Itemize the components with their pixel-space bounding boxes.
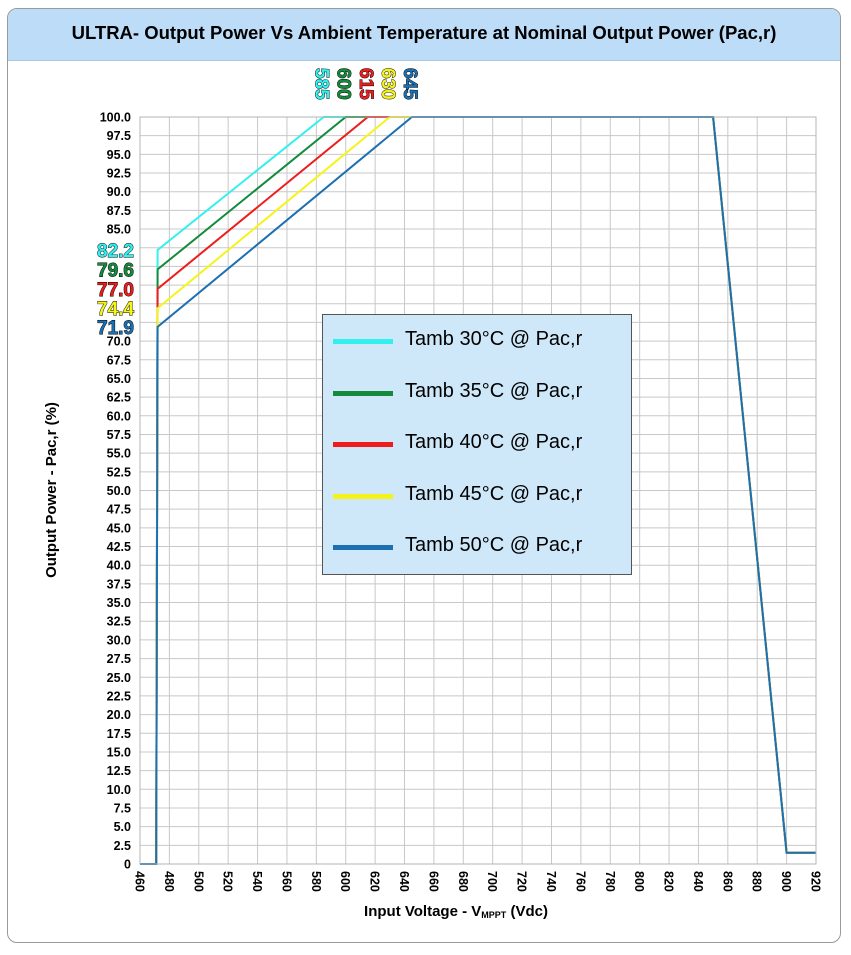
y-tick-label: 52.5	[107, 465, 131, 479]
y-tick-label: 32.5	[107, 615, 131, 629]
y-tick-label: 85.0	[107, 223, 131, 237]
y-tick-label: 97.5	[107, 129, 131, 143]
y-tick-label: 92.5	[107, 167, 131, 181]
legend-label: Tamb 50°C @ Pac,r	[405, 534, 583, 556]
x-tick-label: 900	[779, 871, 793, 892]
y-axis-title: Output Power - Pac,r (%)	[43, 402, 60, 578]
x-tick-label: 820	[662, 871, 676, 892]
x-tick-label: 840	[691, 871, 705, 892]
y-tick-label: 35.0	[107, 596, 131, 610]
value-callouts: 82.279.677.074.471.9 585 600 615 630 645	[97, 68, 421, 340]
y-tick-label: 55.0	[107, 447, 131, 461]
legend-swatch	[333, 493, 393, 499]
x-tick-label: 920	[809, 871, 823, 892]
legend-label: Tamb 35°C @ Pac,r	[405, 379, 583, 402]
x-tick-label: 860	[720, 871, 734, 892]
x-tick-label: 460	[133, 871, 147, 892]
legend-swatch	[333, 442, 393, 447]
x-tick-label: 660	[426, 871, 440, 892]
y-tick-label: 5.0	[114, 820, 131, 834]
y-tick-label: 50.0	[107, 484, 131, 498]
x-tick-label: 480	[162, 871, 176, 892]
legend-item: Tamb 50°C @ Pac,r	[323, 528, 631, 568]
x-axis-title-main: Input Voltage - V	[364, 903, 481, 920]
y-tick-label: 25.0	[107, 671, 131, 685]
x-tick-label: 560	[279, 871, 293, 892]
y-tick-label: 12.5	[107, 764, 131, 778]
legend-item: Tamb 40°C @ Pac,r	[323, 425, 631, 465]
x-tick-label: 760	[573, 871, 587, 892]
y-tick-label: 15.0	[107, 745, 131, 759]
x-callout-label: 600	[333, 68, 354, 100]
legend-swatch	[333, 339, 393, 344]
legend-swatch	[333, 390, 393, 396]
legend-label: Tamb 30°C @ Pac,r	[405, 328, 583, 350]
x-tick-label: 540	[250, 871, 264, 892]
x-tick-label: 500	[191, 871, 205, 892]
legend: Tamb 30°C @ Pac,r Tamb 35°C @ Pac,r Tamb 4…	[322, 314, 632, 575]
y-tick-label: 37.5	[107, 577, 131, 591]
x-axis-title-unit: (Vdc)	[506, 903, 548, 920]
legend-label: Tamb 40°C @ Pac,r	[405, 431, 583, 453]
x-axis-title: Input Voltage - VMPPT (Vdc)	[364, 903, 548, 920]
x-callout-label: 645	[399, 68, 420, 100]
y-tick-label: 45.0	[107, 521, 131, 535]
y-tick-label: 57.5	[107, 428, 131, 442]
x-axis-title-subscript: MPPT	[481, 910, 507, 920]
x-tick-label: 780	[603, 871, 617, 892]
x-tick-label: 800	[632, 871, 646, 892]
legend-swatch	[333, 545, 393, 550]
y-tick-label: 100.0	[100, 111, 131, 125]
legend-label: Tamb 45°C @ Pac,r	[405, 482, 583, 505]
y-tick-label: 62.5	[107, 391, 131, 405]
x-tick-label: 720	[515, 871, 529, 892]
x-callout-label: 630	[377, 68, 398, 100]
y-tick-label: 67.5	[107, 353, 131, 367]
x-tick-label: 620	[368, 871, 382, 892]
chart-title: ULTRA- Output Power Vs Ambient Temperatu…	[71, 22, 777, 43]
legend-item: Tamb 45°C @ Pac,r	[323, 477, 631, 517]
y-tick-label: 17.5	[107, 727, 131, 741]
y-tick-label: 20.0	[107, 708, 131, 722]
y-tick-label: 40.0	[107, 559, 131, 573]
legend-item: Tamb 35°C @ Pac,r	[323, 374, 631, 414]
y-tick-label: 27.5	[107, 652, 131, 666]
y-callout-label: 71.9	[97, 318, 134, 339]
y-callout-label: 77.0	[97, 280, 134, 301]
x-tick-label: 520	[221, 871, 235, 892]
legend-item: Tamb 30°C @ Pac,r	[323, 322, 631, 362]
axes: 0 2.5 5.0 7.5 10.0 12.5 15.0 17.5 20.0 22.5 25.0 27…	[100, 111, 823, 892]
y-callout-label: 82.2	[97, 241, 134, 262]
y-tick-label: 60.0	[107, 409, 131, 423]
y-tick-label: 7.5	[114, 801, 131, 815]
y-tick-label: 10.0	[107, 783, 131, 797]
y-tick-label: 65.0	[107, 372, 131, 386]
y-tick-label: 42.5	[107, 540, 131, 554]
y-tick-label: 0	[124, 858, 131, 872]
x-tick-label: 640	[397, 871, 411, 892]
x-tick-label: 580	[309, 871, 323, 892]
x-tick-label: 600	[338, 871, 352, 892]
y-tick-label: 70.0	[107, 335, 131, 349]
y-callout-label: 79.6	[97, 260, 134, 281]
y-tick-label: 90.0	[107, 185, 131, 199]
x-tick-label: 700	[485, 871, 499, 892]
y-tick-label: 87.5	[107, 204, 131, 218]
y-tick-label: 30.0	[107, 633, 131, 647]
x-tick-label: 680	[456, 871, 470, 892]
plot-border	[139, 116, 817, 865]
x-callout-label: 615	[355, 68, 376, 100]
y-callout-label: 74.4	[97, 299, 134, 320]
x-tick-label: 740	[544, 871, 558, 892]
y-tick-label: 47.5	[107, 503, 131, 517]
x-tick-label: 880	[750, 871, 764, 892]
x-callout-label: 585	[311, 68, 332, 100]
y-tick-label: 22.5	[107, 689, 131, 703]
y-tick-label: 2.5	[114, 839, 131, 853]
title-bar: ULTRA- Output Power Vs Ambient Temperatu…	[8, 9, 840, 61]
y-tick-label: 95.0	[107, 148, 131, 162]
